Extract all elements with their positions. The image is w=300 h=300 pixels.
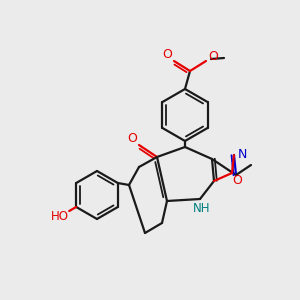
Text: O: O (162, 49, 172, 62)
Text: HO: HO (51, 209, 69, 223)
Text: N: N (237, 148, 247, 160)
Text: O: O (208, 50, 218, 62)
Text: NH: NH (193, 202, 211, 215)
Text: O: O (232, 173, 242, 187)
Text: O: O (127, 131, 137, 145)
